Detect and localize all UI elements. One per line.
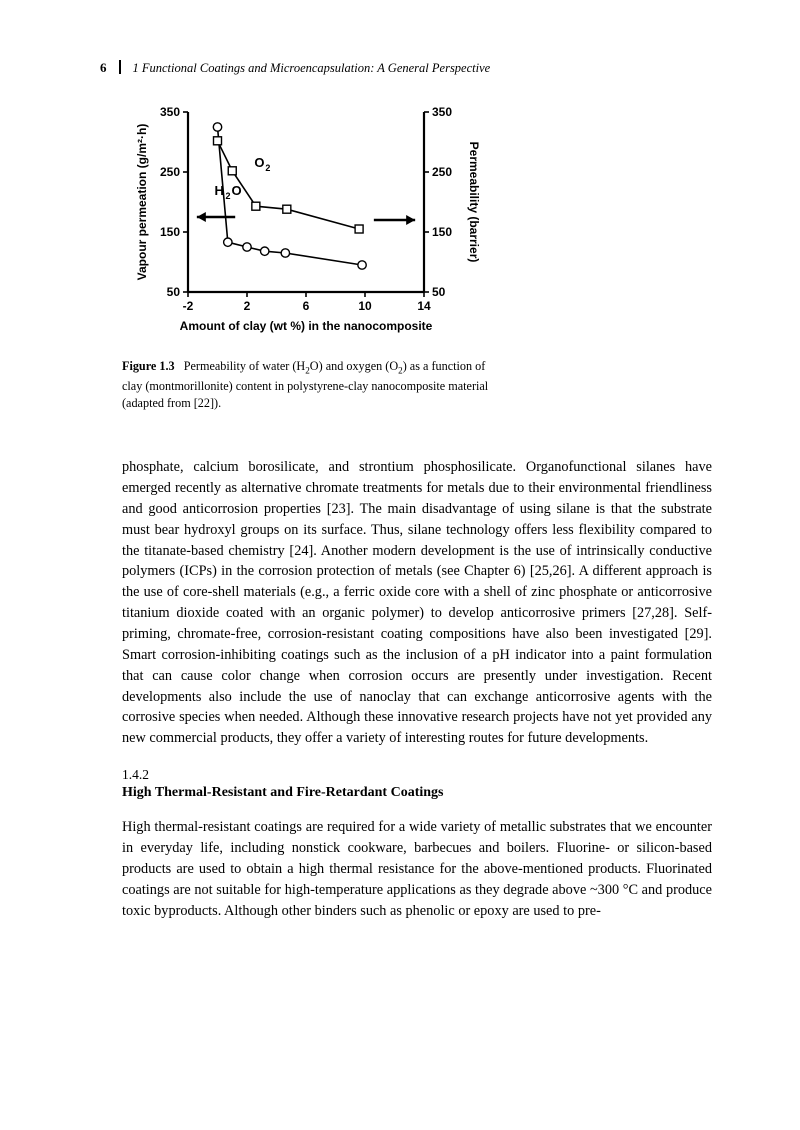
svg-text:Vapour permeation (g/m²·h): Vapour permeation (g/m²·h) — [135, 124, 149, 281]
figure-1-3: -22610145015025035050150250350Amount of … — [126, 98, 712, 348]
caption-text-2: O) and oxygen (O — [310, 359, 398, 373]
svg-text:150: 150 — [432, 225, 452, 239]
body-paragraph-2: High thermal-resistant coatings are requ… — [122, 817, 712, 921]
chapter-title: 1 Functional Coatings and Microencapsula… — [133, 61, 491, 76]
svg-text:150: 150 — [160, 225, 180, 239]
svg-text:-2: -2 — [183, 299, 194, 313]
svg-text:6: 6 — [303, 299, 310, 313]
svg-text:14: 14 — [417, 299, 431, 313]
body-paragraph-1: phosphate, calcium borosilicate, and str… — [122, 457, 712, 749]
svg-text:Amount of clay (wt %) in the n: Amount of clay (wt %) in the nanocomposi… — [180, 319, 433, 333]
svg-text:2: 2 — [244, 299, 251, 313]
svg-text:250: 250 — [432, 165, 452, 179]
section-number: 1.4.2 — [122, 767, 712, 783]
caption-text-1: Permeability of water (H — [184, 359, 306, 373]
svg-text:H: H — [215, 183, 224, 198]
svg-text:O: O — [232, 183, 242, 198]
svg-text:250: 250 — [160, 165, 180, 179]
header-divider — [119, 60, 121, 74]
permeability-chart: -22610145015025035050150250350Amount of … — [126, 98, 486, 348]
svg-text:O: O — [254, 155, 264, 170]
svg-text:Permeability (barrier): Permeability (barrier) — [467, 142, 481, 263]
svg-text:2: 2 — [226, 191, 231, 201]
figure-caption: Figure 1.3 Permeability of water (H2O) a… — [122, 358, 502, 413]
svg-text:50: 50 — [167, 285, 181, 299]
section-title: High Thermal-Resistant and Fire-Retardan… — [122, 785, 712, 801]
running-header: 6 1 Functional Coatings and Microencapsu… — [100, 58, 712, 76]
svg-text:10: 10 — [358, 299, 372, 313]
svg-text:50: 50 — [432, 285, 446, 299]
svg-text:350: 350 — [160, 105, 180, 119]
svg-text:350: 350 — [432, 105, 452, 119]
figure-label: Figure 1.3 — [122, 359, 175, 373]
page-number: 6 — [100, 60, 107, 76]
svg-text:2: 2 — [265, 163, 270, 173]
